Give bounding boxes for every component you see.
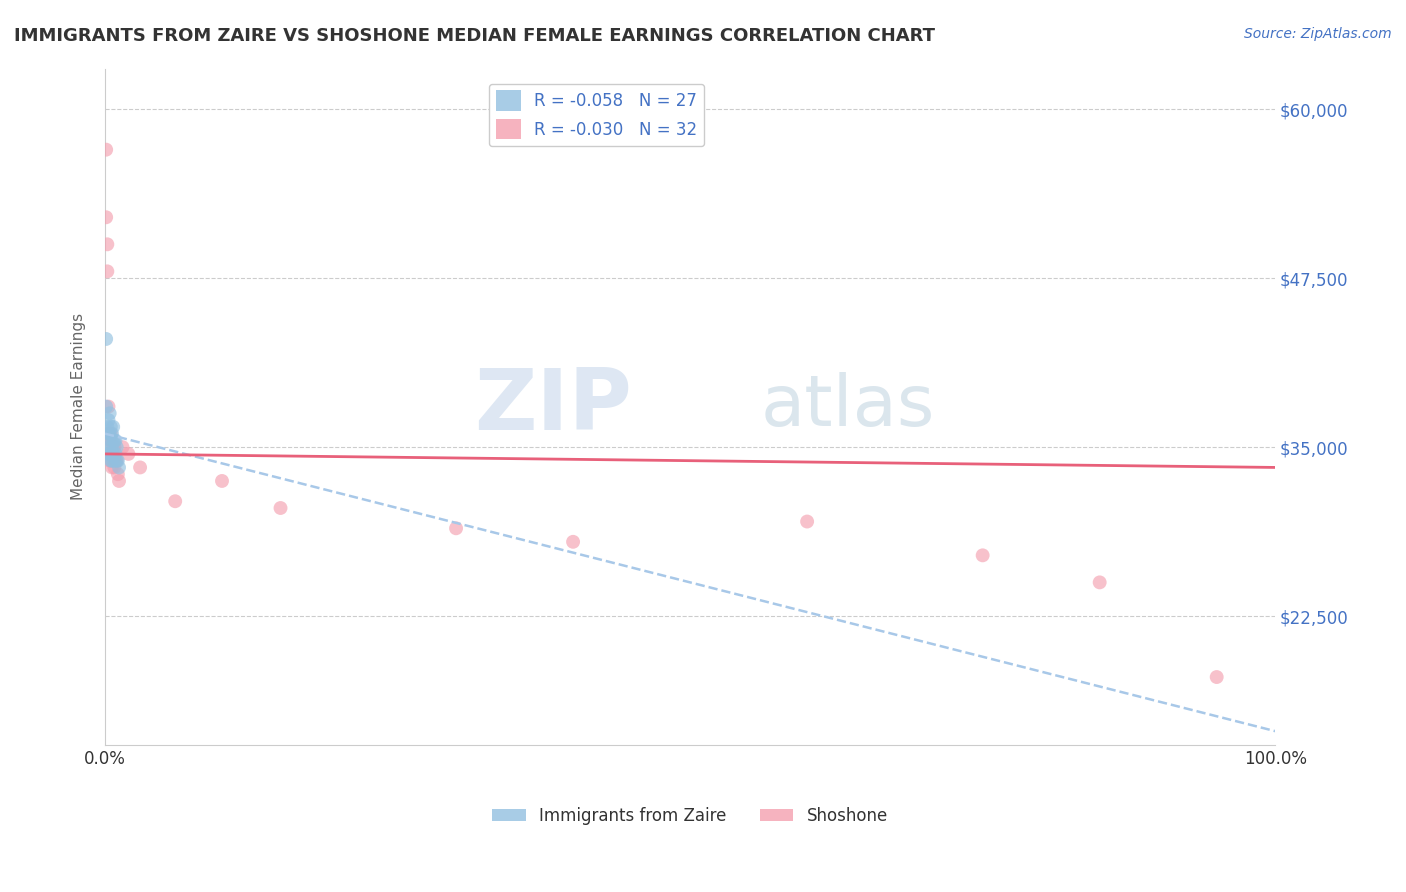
Text: ZIP: ZIP <box>474 365 631 448</box>
Point <box>101 434 124 448</box>
Point <box>562 534 585 549</box>
Point <box>96 264 118 278</box>
Point <box>101 447 124 461</box>
Point <box>103 460 125 475</box>
Point <box>104 434 127 448</box>
Point <box>100 426 122 441</box>
Point <box>1205 670 1227 684</box>
Point <box>101 460 124 475</box>
Point <box>96 143 118 157</box>
Point <box>96 440 118 454</box>
Point <box>1088 575 1111 590</box>
Text: Source: ZipAtlas.com: Source: ZipAtlas.com <box>1244 27 1392 41</box>
Point <box>96 332 118 346</box>
Point <box>105 453 128 467</box>
Point <box>796 515 818 529</box>
Point <box>105 440 128 454</box>
Point <box>101 426 124 441</box>
Point <box>104 453 127 467</box>
Point <box>108 474 131 488</box>
Point <box>98 447 121 461</box>
Point <box>101 440 124 454</box>
Legend: Immigrants from Zaire, Shoshone: Immigrants from Zaire, Shoshone <box>486 800 894 831</box>
Point <box>111 440 134 454</box>
Point <box>100 453 122 467</box>
Point <box>108 460 131 475</box>
Point <box>103 440 125 454</box>
Point <box>100 447 122 461</box>
Point <box>96 211 118 225</box>
Point <box>117 447 139 461</box>
Text: IMMIGRANTS FROM ZAIRE VS SHOSHONE MEDIAN FEMALE EARNINGS CORRELATION CHART: IMMIGRANTS FROM ZAIRE VS SHOSHONE MEDIAN… <box>14 27 935 45</box>
Point <box>103 434 125 448</box>
Point <box>972 549 994 563</box>
Point <box>98 426 121 441</box>
Point <box>101 453 124 467</box>
Point <box>101 440 124 454</box>
Point <box>96 237 118 252</box>
Point <box>98 406 121 420</box>
Point <box>101 453 124 467</box>
Y-axis label: Median Female Earnings: Median Female Earnings <box>72 313 86 500</box>
Point <box>97 447 120 461</box>
Point <box>104 447 127 461</box>
Point <box>129 460 152 475</box>
Point <box>97 400 120 414</box>
Text: atlas: atlas <box>761 372 935 441</box>
Point <box>107 467 129 482</box>
Point <box>103 453 125 467</box>
Point <box>107 453 129 467</box>
Point <box>97 413 120 427</box>
Point <box>101 434 124 448</box>
Point <box>98 453 121 467</box>
Point <box>97 426 120 441</box>
Point <box>100 420 122 434</box>
Point <box>211 474 233 488</box>
Point <box>96 400 118 414</box>
Point <box>98 434 121 448</box>
Point <box>101 420 124 434</box>
Point <box>100 434 122 448</box>
Point <box>97 426 120 441</box>
Point <box>105 453 128 467</box>
Point <box>270 501 292 516</box>
Point <box>165 494 187 508</box>
Point <box>96 420 118 434</box>
Point <box>444 521 467 535</box>
